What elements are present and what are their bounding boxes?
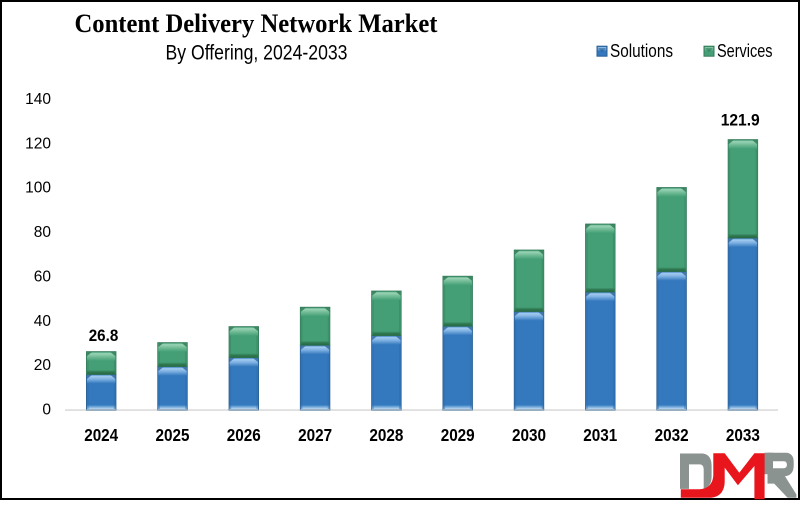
svg-text:By Offering, 2024-2033: By Offering, 2024-2033	[166, 42, 348, 65]
svg-text:2027: 2027	[298, 425, 332, 445]
svg-text:26.8: 26.8	[89, 326, 119, 345]
svg-text:2028: 2028	[369, 425, 403, 445]
svg-text:121.9: 121.9	[721, 111, 760, 130]
svg-text:Solutions: Solutions	[610, 41, 673, 61]
svg-text:140: 140	[25, 91, 51, 108]
svg-text:2032: 2032	[655, 425, 689, 445]
svg-text:80: 80	[34, 224, 52, 241]
svg-text:2026: 2026	[227, 425, 261, 445]
svg-text:Services: Services	[717, 41, 773, 61]
svg-text:2030: 2030	[512, 425, 546, 445]
svg-text:40: 40	[34, 313, 52, 330]
svg-text:2031: 2031	[583, 425, 617, 445]
svg-text:2025: 2025	[156, 425, 190, 445]
svg-text:120: 120	[25, 135, 51, 152]
svg-text:0: 0	[42, 402, 51, 419]
svg-text:2033: 2033	[726, 425, 760, 445]
svg-text:2024: 2024	[84, 425, 118, 445]
svg-text:20: 20	[34, 357, 52, 374]
svg-text:Content Delivery Network Marke: Content Delivery Network Market	[75, 9, 438, 38]
svg-text:100: 100	[25, 180, 51, 197]
svg-text:60: 60	[34, 269, 52, 286]
svg-text:2029: 2029	[441, 425, 475, 445]
